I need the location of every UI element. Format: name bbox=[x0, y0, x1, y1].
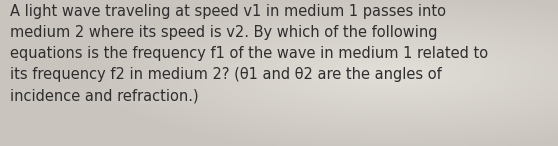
Text: A light wave traveling at speed v1 in medium 1 passes into
medium 2 where its sp: A light wave traveling at speed v1 in me… bbox=[10, 4, 488, 103]
